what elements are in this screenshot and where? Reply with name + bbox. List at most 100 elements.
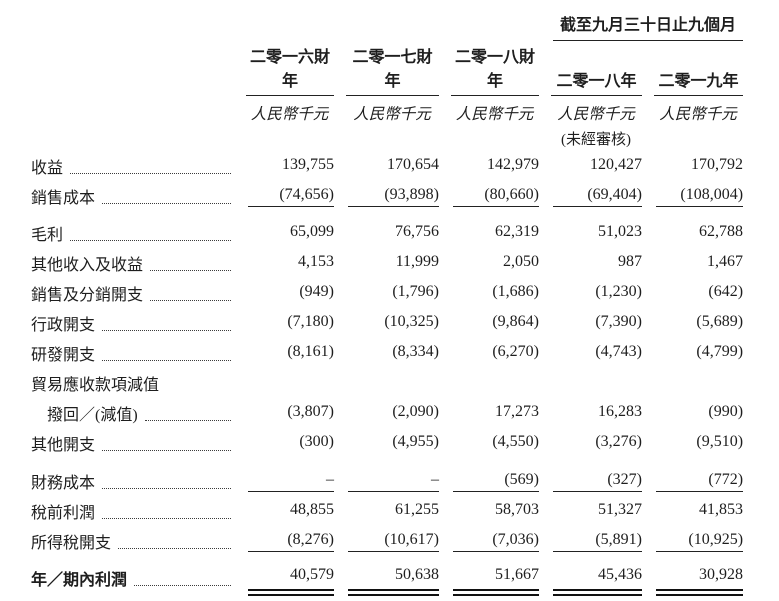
dot-leader (102, 488, 231, 489)
group-header-row: 截至九月三十日止九個月 (30, 8, 744, 42)
unit-label: 人民幣千元 (557, 106, 635, 123)
cell-value: (569) (453, 471, 539, 492)
column-header-9m2019: 二零一九年 (654, 67, 744, 96)
row-label: 所得稅開支 (31, 535, 112, 552)
cell-value: 142,979 (487, 156, 539, 173)
row-cost-of-sales: 銷售成本 (74,656) (93,898) (80,660) (69,404)… (30, 181, 744, 211)
cell-value: 76,756 (395, 223, 439, 240)
row-label: 撥回／(減值) (47, 407, 138, 424)
cell-value: 58,703 (495, 501, 539, 518)
row-label: 行政開支 (31, 317, 96, 334)
cell-value: (8,334) (392, 343, 439, 360)
dot-leader (70, 240, 231, 241)
cell-value: 62,788 (699, 223, 744, 240)
cell-value: (2,090) (392, 403, 439, 420)
cell-value: (300) (299, 433, 334, 450)
cell-value: (4,550) (492, 433, 539, 450)
row-label: 研發開支 (31, 347, 96, 364)
row-label: 稅前利潤 (31, 505, 96, 522)
cell-value: 170,654 (387, 156, 439, 173)
cell-value: 2,050 (503, 253, 539, 270)
dot-leader (102, 518, 231, 519)
cell-value: 987 (618, 253, 642, 270)
column-header-fy2018: 二零一八財年 (451, 43, 539, 96)
unaudited-note: (未經審核) (561, 131, 631, 148)
cell-value: 120,427 (590, 156, 642, 173)
cell-value: 50,638 (348, 566, 439, 596)
column-header-9m2018: 二零一八年 (551, 67, 642, 96)
row-label: 收益 (31, 160, 64, 177)
cell-value: – (248, 471, 334, 492)
cell-value: (949) (299, 283, 334, 300)
dot-leader (70, 173, 231, 174)
cell-value: (7,390) (595, 313, 642, 330)
cell-value: 16,283 (598, 403, 642, 420)
cell-value: 51,667 (453, 566, 539, 596)
cell-value: 45,436 (553, 566, 642, 596)
cell-value: (93,898) (348, 186, 439, 207)
row-selling-expenses: 銷售及分銷開支 (949) (1,796) (1,686) (1,230) (6… (30, 278, 744, 308)
unit-label: 人民幣千元 (250, 106, 329, 123)
cell-value: 11,999 (395, 253, 439, 270)
cell-value: (7,036) (453, 531, 539, 552)
cell-value: (5,891) (553, 531, 642, 552)
cell-value: (74,656) (248, 186, 334, 207)
cell-value: (642) (708, 283, 744, 300)
dot-leader (102, 203, 231, 204)
unaudited-note-row: (未經審核) (30, 125, 744, 151)
row-label: 其他開支 (31, 437, 96, 454)
cell-value: 4,153 (298, 253, 334, 270)
cell-value: (5,689) (696, 313, 744, 330)
cell-value: 30,928 (656, 566, 744, 596)
row-label: 其他收入及收益 (31, 257, 144, 274)
cell-value: 48,855 (290, 501, 334, 518)
row-other-income: 其他收入及收益 4,153 11,999 2,050 987 1,467 (30, 248, 744, 278)
cell-value: (1,230) (595, 283, 642, 300)
unit-label: 人民幣千元 (353, 106, 431, 123)
income-statement-table: 截至九月三十日止九個月 二零一六財年 二零一七財年 二零一八財年 二零一八年 二… (30, 8, 744, 601)
row-impairment-reversal: 撥回／(減值) (3,807) (2,090) 17,273 16,283 (9… (30, 398, 744, 428)
cell-value: (10,617) (348, 531, 439, 552)
dot-leader (134, 585, 231, 586)
cell-value: (4,955) (392, 433, 439, 450)
cell-value: 51,327 (598, 501, 642, 518)
cell-value: (327) (553, 471, 642, 492)
cell-value: (8,276) (248, 531, 334, 552)
row-label: 財務成本 (31, 475, 96, 492)
cell-value: (4,799) (696, 343, 744, 360)
row-label: 年／期內利潤 (31, 572, 128, 589)
cell-value: 51,023 (598, 223, 642, 240)
unit-label: 人民幣千元 (455, 106, 534, 123)
dot-leader (150, 300, 231, 301)
cell-value: (9,864) (492, 313, 539, 330)
row-profit-before-tax: 稅前利潤 48,855 61,255 58,703 51,327 41,853 (30, 496, 744, 526)
row-impairment-label: 貿易應收款項減值 (30, 368, 744, 398)
cell-value: 139,755 (282, 156, 334, 173)
row-other-expenses: 其他開支 (300) (4,955) (4,550) (3,276) (9,51… (30, 428, 744, 458)
financial-statement-page: 截至九月三十日止九個月 二零一六財年 二零一七財年 二零一八財年 二零一八年 二… (31, 17, 744, 596)
cell-value: (10,325) (384, 313, 439, 330)
group-header-nine-months: 截至九月三十日止九個月 (553, 11, 744, 41)
row-income-tax: 所得稅開支 (8,276) (10,617) (7,036) (5,891) (… (30, 526, 744, 556)
cell-value: (4,743) (595, 343, 642, 360)
unit-row: 人民幣千元 人民幣千元 人民幣千元 人民幣千元 人民幣千元 (30, 97, 744, 125)
cell-value: (108,004) (656, 186, 744, 207)
row-label: 銷售成本 (31, 190, 96, 207)
cell-value: (6,270) (492, 343, 539, 360)
cell-value: (69,404) (553, 186, 642, 207)
row-label: 貿易應收款項減值 (31, 377, 160, 394)
cell-value: (80,660) (453, 186, 539, 207)
cell-value: 62,319 (495, 223, 539, 240)
cell-value: (3,807) (287, 403, 334, 420)
row-revenue: 收益 139,755 170,654 142,979 120,427 170,7… (30, 151, 744, 181)
column-header-fy2017: 二零一七財年 (346, 43, 439, 96)
cell-value: (3,276) (595, 433, 642, 450)
dot-leader (102, 330, 231, 331)
row-admin-expenses: 行政開支 (7,180) (10,325) (9,864) (7,390) (5… (30, 308, 744, 338)
cell-value: 65,099 (290, 223, 334, 240)
cell-value: (7,180) (287, 313, 334, 330)
cell-value: (10,925) (656, 531, 744, 552)
cell-value: 17,273 (495, 403, 539, 420)
dot-leader (118, 548, 231, 549)
cell-value: (1,686) (492, 283, 539, 300)
